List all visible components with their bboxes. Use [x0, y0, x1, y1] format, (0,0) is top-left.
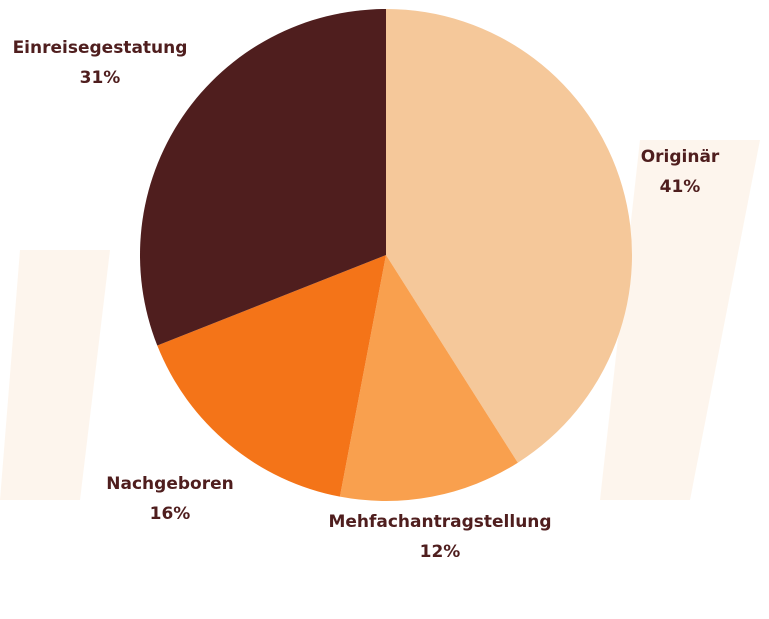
watermark [0, 140, 760, 500]
slice-value-label: 31% [80, 68, 121, 88]
pie-slice [386, 9, 632, 463]
pie-slice [157, 255, 386, 497]
pie-slice [339, 255, 518, 501]
slice-label: Einreisegestatung [13, 38, 188, 58]
slice-value-label: 41% [660, 177, 701, 197]
slice-value-label: 16% [150, 504, 191, 524]
slice-value-label: 12% [420, 542, 461, 562]
slice-label: Originär [641, 147, 720, 167]
slice-label: Nachgeboren [106, 474, 233, 494]
slice-label: Mehfachantragstellung [328, 512, 551, 532]
pie [139, 9, 632, 501]
pie-slice [139, 9, 386, 346]
